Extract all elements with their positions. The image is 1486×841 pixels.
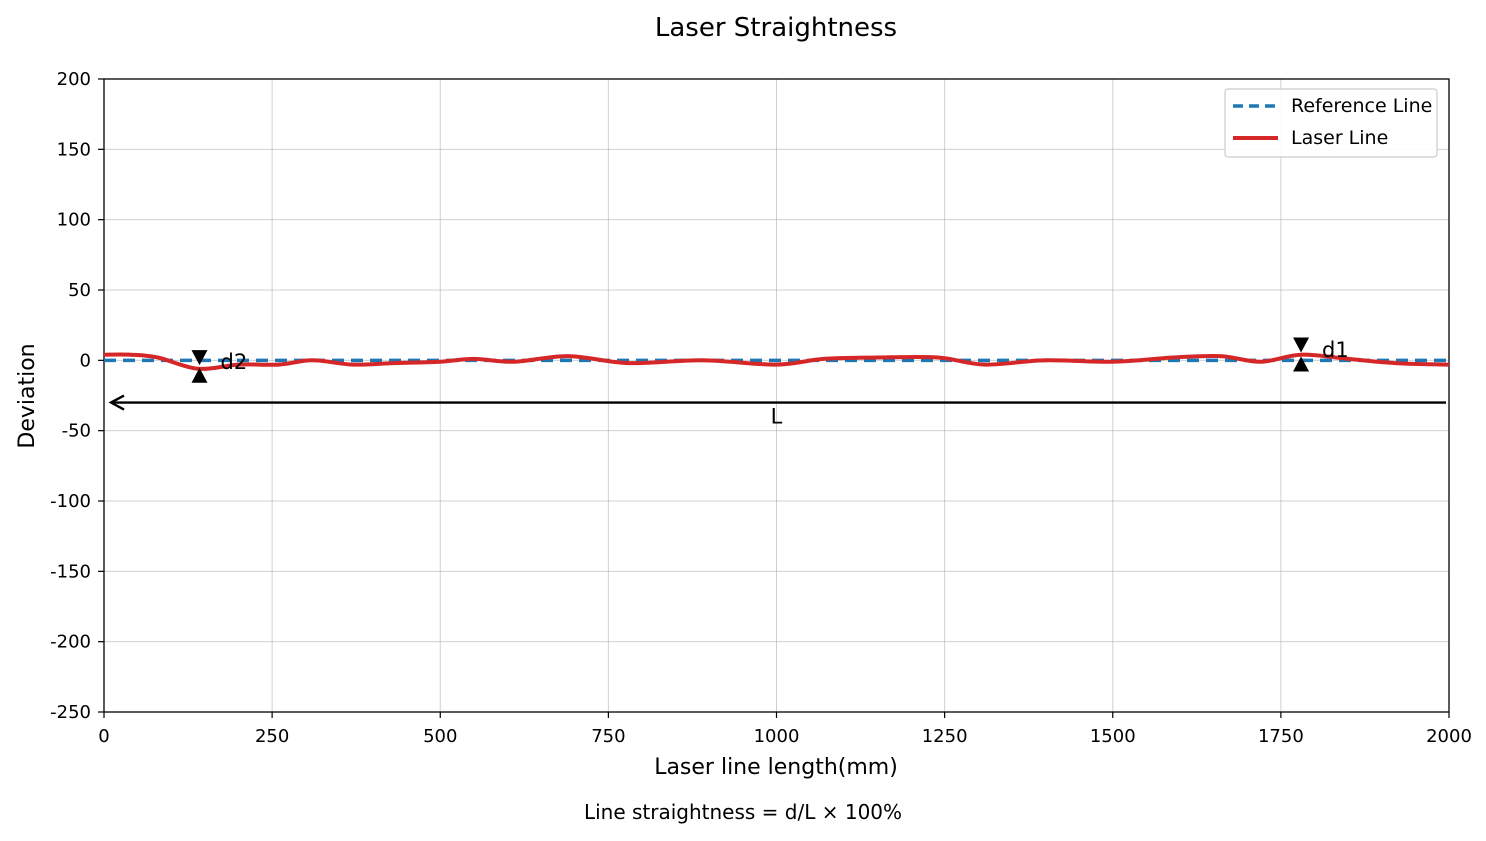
length-label: L xyxy=(771,405,783,429)
x-tick-label: 1000 xyxy=(754,726,800,747)
laser-line xyxy=(104,352,1449,371)
y-tick-label: 100 xyxy=(57,210,91,231)
y-tick-label: 0 xyxy=(80,350,91,371)
y-axis-label: Deviation xyxy=(15,343,40,448)
x-tick-label: 2000 xyxy=(1426,726,1472,747)
annotations: L d1 d2 xyxy=(108,337,1446,429)
series-layer xyxy=(104,352,1449,371)
length-arrow-head xyxy=(108,394,125,411)
x-axis-label: Laser line length(mm) xyxy=(654,755,898,780)
legend-label-reference: Reference Line xyxy=(1291,95,1432,117)
y-tick-label: 150 xyxy=(57,139,91,160)
footer-formula: Line straightness = d/L × 100% xyxy=(584,800,902,824)
x-tick-label: 1250 xyxy=(922,726,968,747)
y-tick-label: -200 xyxy=(50,632,91,653)
y-tick-label: 200 xyxy=(57,69,91,90)
y-axis: 200 150 100 50 0 -50 -100 -150 -200 -250 xyxy=(50,69,104,723)
x-tick-label: 750 xyxy=(591,726,625,747)
d2-marker-top xyxy=(191,350,208,366)
x-tick-label: 1750 xyxy=(1258,726,1304,747)
x-tick-label: 0 xyxy=(98,726,109,747)
legend: Reference Line Laser Line xyxy=(1224,88,1438,158)
chart-title: Laser Straightness xyxy=(655,13,897,43)
d2-label: d2 xyxy=(220,350,247,374)
d1-marker-top xyxy=(1293,337,1310,353)
y-tick-label: -100 xyxy=(50,491,91,512)
y-tick-label: -250 xyxy=(50,702,91,723)
legend-label-laser: Laser Line xyxy=(1291,127,1388,149)
x-axis: 0 250 500 750 1000 1250 1500 1750 2000 xyxy=(98,712,1472,747)
grid xyxy=(103,78,1450,713)
d2-marker-bottom xyxy=(191,367,208,383)
x-tick-label: 500 xyxy=(423,726,457,747)
x-tick-label: 250 xyxy=(255,726,289,747)
y-tick-label: 50 xyxy=(68,280,91,301)
d1-marker-bottom xyxy=(1293,356,1310,372)
x-tick-label: 1500 xyxy=(1090,726,1136,747)
y-tick-label: -150 xyxy=(50,561,91,582)
d1-label: d1 xyxy=(1322,338,1349,362)
y-tick-label: -50 xyxy=(62,421,91,442)
